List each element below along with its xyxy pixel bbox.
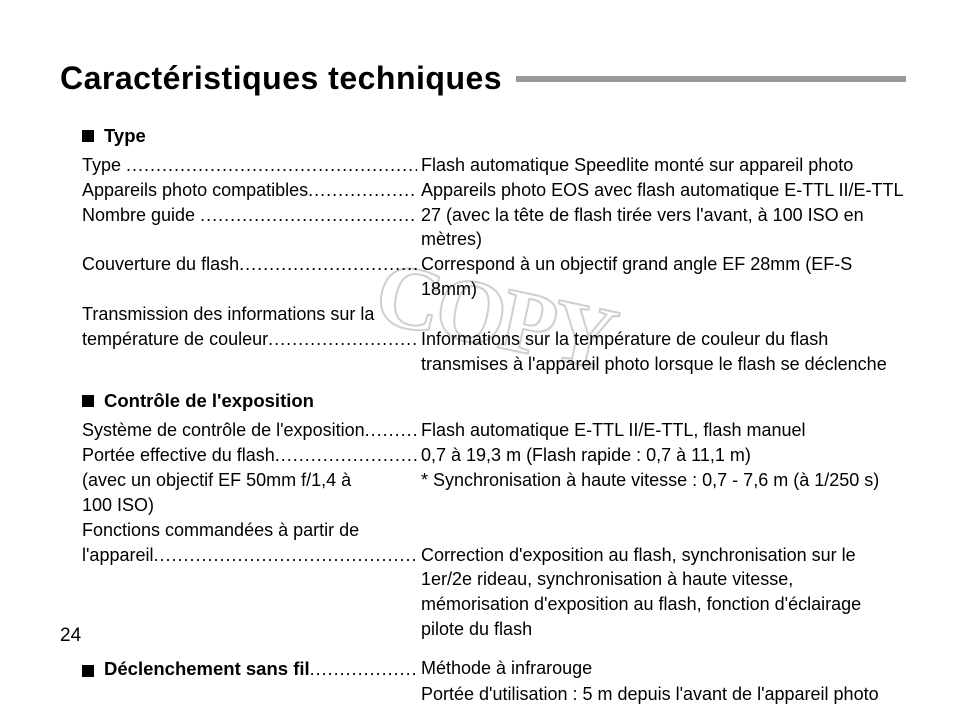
- spec-label: Nombre guide: [82, 203, 200, 228]
- spec-value: Informations sur la température de coule…: [417, 327, 906, 352]
- title-rule: [516, 76, 906, 82]
- spec-row: Nombre guide 27 (avec la tête de flash t…: [82, 203, 906, 253]
- spec-label: (avec un objectif EF 50mm f/1,4 à: [82, 468, 351, 493]
- page-title: Caractéristiques techniques: [60, 60, 502, 97]
- spec-value: 27 (avec la tête de flash tirée vers l'a…: [417, 203, 906, 253]
- spec-value: transmises à l'appareil photo lorsque le…: [417, 352, 906, 377]
- spec-value: mémorisation d'exposition au flash, fonc…: [417, 592, 906, 617]
- spec-value: Flash automatique E-TTL II/E-TTL, flash …: [417, 418, 906, 443]
- leader-dots: [239, 252, 417, 277]
- leader-dots: [153, 543, 417, 568]
- spec-row: Portée effective du flash 0,7 à 19,3 m (…: [82, 443, 906, 468]
- spec-label: Couverture du flash: [82, 252, 239, 277]
- spec-row: Système de contrôle de l'exposition Flas…: [82, 418, 906, 443]
- leader-dots: [275, 443, 417, 468]
- leader-dots: [268, 327, 417, 352]
- spec-row: l'appareil Correction d'exposition au fl…: [82, 543, 906, 568]
- square-bullet-icon: [82, 665, 94, 677]
- spec-label: Transmission des informations sur la: [82, 302, 374, 327]
- spec-row: pilote du flash: [82, 617, 906, 642]
- section-heading-type: Type: [60, 125, 906, 147]
- spec-row: 1er/2e rideau, synchronisation à haute v…: [82, 567, 906, 592]
- spec-value: * Synchronisation à haute vitesse : 0,7 …: [417, 468, 906, 493]
- leader-dots: [308, 178, 417, 203]
- spec-row: 100 ISO): [82, 493, 906, 518]
- spec-row: Appareils photo compatibles Appareils ph…: [82, 178, 906, 203]
- spec-row: Portée d'utilisation : 5 m depuis l'avan…: [82, 682, 906, 707]
- spec-value: pilote du flash: [417, 617, 906, 642]
- spec-value: 0,7 à 19,3 m (Flash rapide : 0,7 à 11,1 …: [417, 443, 906, 468]
- section-heading-type-label: Type: [104, 125, 146, 147]
- spec-row: (avec un objectif EF 50mm f/1,4 à * Sync…: [82, 468, 906, 493]
- spec-row: Fonctions commandées à partir de: [82, 518, 906, 543]
- spec-value: Portée d'utilisation : 5 m depuis l'avan…: [417, 682, 906, 707]
- square-bullet-icon: [82, 395, 94, 407]
- leader-dots: [310, 657, 417, 682]
- spec-row: Couverture du flash Correspond à un obje…: [82, 252, 906, 302]
- spec-label: Portée effective du flash: [82, 443, 275, 468]
- spec-label: 100 ISO): [82, 493, 154, 518]
- spec-label: température de couleur: [82, 327, 268, 352]
- spec-value: Méthode à infrarouge: [417, 656, 906, 681]
- spec-row: transmises à l'appareil photo lorsque le…: [82, 352, 906, 377]
- spec-value: 1er/2e rideau, synchronisation à haute v…: [417, 567, 906, 592]
- spec-row: température de couleur Informations sur …: [82, 327, 906, 352]
- leader-dots: [126, 153, 417, 178]
- spec-row: Type Flash automatique Speedlite monté s…: [82, 153, 906, 178]
- spec-label: Système de contrôle de l'exposition: [82, 418, 365, 443]
- section-heading-wireless-label: Déclenchement sans fil: [104, 656, 310, 682]
- leader-dots: [200, 203, 417, 228]
- spec-label: Type: [82, 153, 126, 178]
- exposure-rows: Système de contrôle de l'exposition Flas…: [60, 418, 906, 641]
- spec-row: mémorisation d'exposition au flash, fonc…: [82, 592, 906, 617]
- spec-value: Flash automatique Speedlite monté sur ap…: [417, 153, 906, 178]
- title-row: Caractéristiques techniques: [60, 60, 906, 97]
- leader-dots: [365, 418, 417, 443]
- spec-label: Appareils photo compatibles: [82, 178, 308, 203]
- spec-value: Correction d'exposition au flash, synchr…: [417, 543, 906, 568]
- spec-label: l'appareil: [82, 543, 153, 568]
- type-rows: Type Flash automatique Speedlite monté s…: [60, 153, 906, 376]
- square-bullet-icon: [82, 130, 94, 142]
- spec-row: Transmission des informations sur la: [82, 302, 906, 327]
- section-wireless: Déclenchement sans fil Méthode à infraro…: [60, 656, 906, 682]
- section-heading-exposure: Contrôle de l'exposition: [60, 390, 906, 412]
- spec-label: Fonctions commandées à partir de: [82, 518, 359, 543]
- spec-value: Appareils photo EOS avec flash automatiq…: [417, 178, 906, 203]
- spec-value: Correspond à un objectif grand angle EF …: [417, 252, 906, 302]
- section-heading-exposure-label: Contrôle de l'exposition: [104, 390, 314, 412]
